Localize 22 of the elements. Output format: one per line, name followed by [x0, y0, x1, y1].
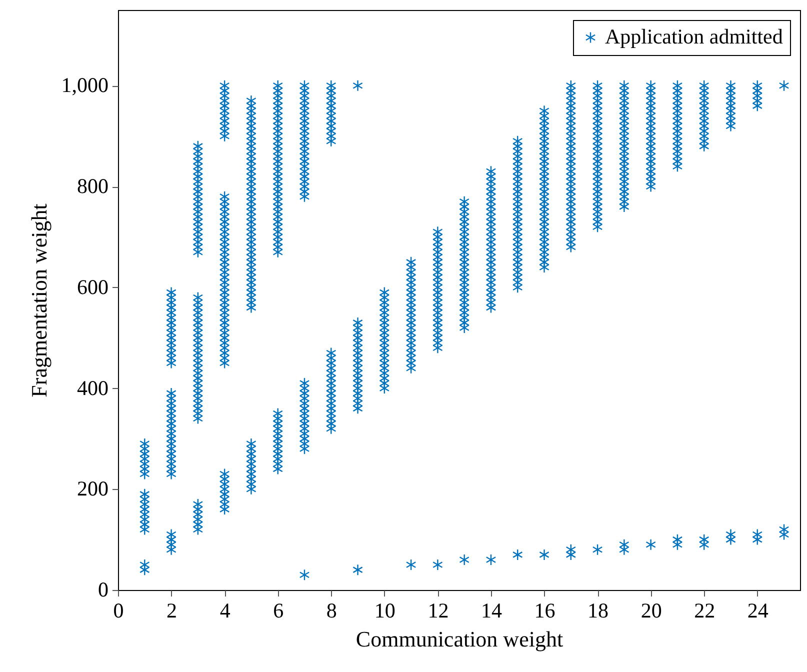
legend-label: Application admitted — [605, 24, 784, 48]
x-tick-label: 0 — [113, 598, 124, 622]
x-tick-label: 10 — [374, 598, 396, 622]
y-tick-label: 200 — [77, 476, 108, 501]
x-tick-label: 18 — [588, 598, 609, 622]
x-tick-label: 14 — [480, 598, 502, 622]
x-tick-label: 2 — [166, 598, 178, 622]
x-tick-label: 6 — [273, 598, 284, 622]
x-tick-label: 16 — [534, 598, 556, 622]
x-tick-label: 20 — [640, 598, 662, 622]
x-tick-label: 22 — [694, 598, 716, 622]
y-tick-label: 600 — [77, 274, 108, 299]
y-tick-label: 400 — [77, 376, 108, 400]
x-tick-label: 8 — [326, 598, 337, 622]
x-tick-label: 4 — [220, 598, 231, 622]
x-tick-label: 24 — [747, 598, 769, 622]
x-tick-label: 12 — [428, 598, 449, 622]
y-axis-title: Fragmentation weight — [26, 204, 52, 398]
y-tick-label: 0 — [98, 578, 108, 602]
x-axis-title: Communication weight — [356, 626, 564, 652]
y-tick-label: 1,000 — [61, 73, 108, 98]
y-tick-label: 800 — [77, 174, 108, 198]
